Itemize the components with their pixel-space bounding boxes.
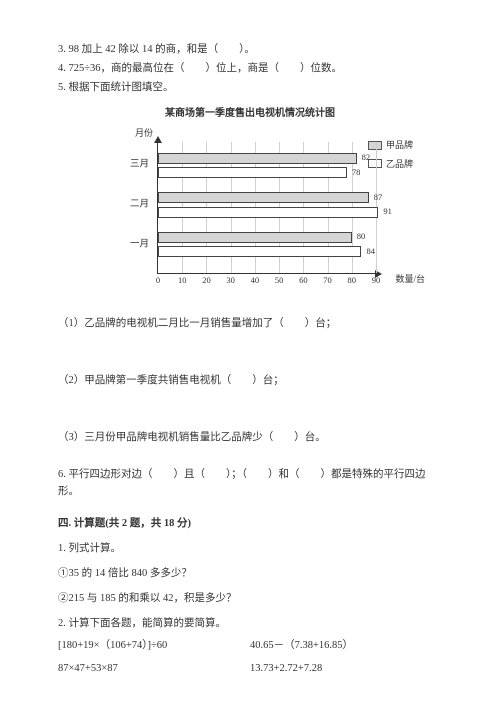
legend-label-jia: 甲品牌 (386, 138, 413, 152)
bar-value-label: 78 (352, 166, 361, 180)
bar-二月-乙 (158, 207, 378, 218)
y-axis-label: 月份 (135, 126, 153, 140)
x-tick-label: 70 (323, 274, 332, 288)
calc-p1: 1. 列式计算。 (58, 541, 442, 558)
question-5: 5. 根据下面统计图填空。 (58, 80, 442, 97)
x-tick-label: 40 (251, 274, 260, 288)
bar-三月-乙 (158, 167, 347, 178)
bar-三月-甲 (158, 153, 357, 164)
x-axis-label: 数量/台 (395, 272, 425, 286)
x-tick-label: 0 (156, 274, 160, 288)
subquestion-3: （3）三月份甲品牌电视机销售量比乙品牌少（ ）台。 (58, 430, 442, 447)
bar-一月-乙 (158, 246, 361, 257)
x-tick-label: 10 (178, 274, 187, 288)
chart-title: 某商场第一季度售出电视机情况统计图 (105, 106, 395, 122)
legend-label-yi: 乙品牌 (386, 157, 413, 171)
bar-二月-甲 (158, 192, 369, 203)
question-3: 3. 98 加上 42 除以 14 的商，和是（ ）。 (58, 42, 442, 59)
x-tick-label: 80 (348, 274, 357, 288)
calc-row-1: [180+19×（106+74）]÷60 40.65－（7.38+16.85） (58, 638, 442, 655)
y-category-label: 二月 (130, 197, 149, 212)
chart-area: 月份 甲品牌 乙品牌 0102030405060708090三月二月一月8278… (105, 128, 395, 296)
calc-p1a: ①35 的 14 倍比 840 多多少？ (58, 566, 442, 583)
question-4: 4. 725÷36，商的最高位在（ ）位上，商是（ ）位数。 (58, 61, 442, 78)
bar-value-label: 80 (357, 231, 366, 245)
bar-value-label: 87 (374, 191, 383, 205)
bar-一月-甲 (158, 232, 352, 243)
y-category-label: 一月 (130, 237, 149, 252)
calc-2b: 13.73+2.72+7.28 (250, 661, 442, 678)
x-tick-label: 90 (372, 274, 381, 288)
calc-2a: 87×47+53×87 (58, 661, 250, 678)
calc-p2: 2. 计算下面各题，能简算的要简算。 (58, 616, 442, 633)
y-category-label: 三月 (130, 158, 149, 173)
question-6: 6. 平行四边形对边（ ）且（ ）；（ ）和（ ）都是特殊的平行四边形。 (58, 467, 442, 501)
x-tick-label: 60 (299, 274, 308, 288)
calc-1a: [180+19×（106+74）]÷60 (58, 638, 250, 655)
section-4-title: 四. 计算题(共 2 题，共 18 分) (58, 516, 442, 533)
calc-1b: 40.65－（7.38+16.85） (250, 638, 442, 655)
x-tick-label: 20 (202, 274, 211, 288)
bar-value-label: 82 (362, 151, 371, 165)
subquestion-2: （2）甲品牌第一季度共销售电视机（ ）台； (58, 373, 442, 390)
x-tick-label: 30 (226, 274, 235, 288)
y-axis-arrow-icon (154, 136, 162, 143)
chart-container: 某商场第一季度售出电视机情况统计图 月份 甲品牌 乙品牌 01020304050… (105, 106, 395, 296)
x-tick-label: 50 (275, 274, 284, 288)
subquestion-1: （1）乙品牌的电视机二月比一月销售量增加了（ ）台； (58, 316, 442, 333)
bar-value-label: 91 (383, 206, 392, 220)
calc-p1b: ②215 与 185 的和乘以 42，积是多少？ (58, 591, 442, 608)
bar-value-label: 84 (366, 245, 375, 259)
chart-plot: 0102030405060708090三月二月一月827887918084 (157, 142, 375, 274)
calc-row-2: 87×47+53×87 13.73+2.72+7.28 (58, 661, 442, 678)
